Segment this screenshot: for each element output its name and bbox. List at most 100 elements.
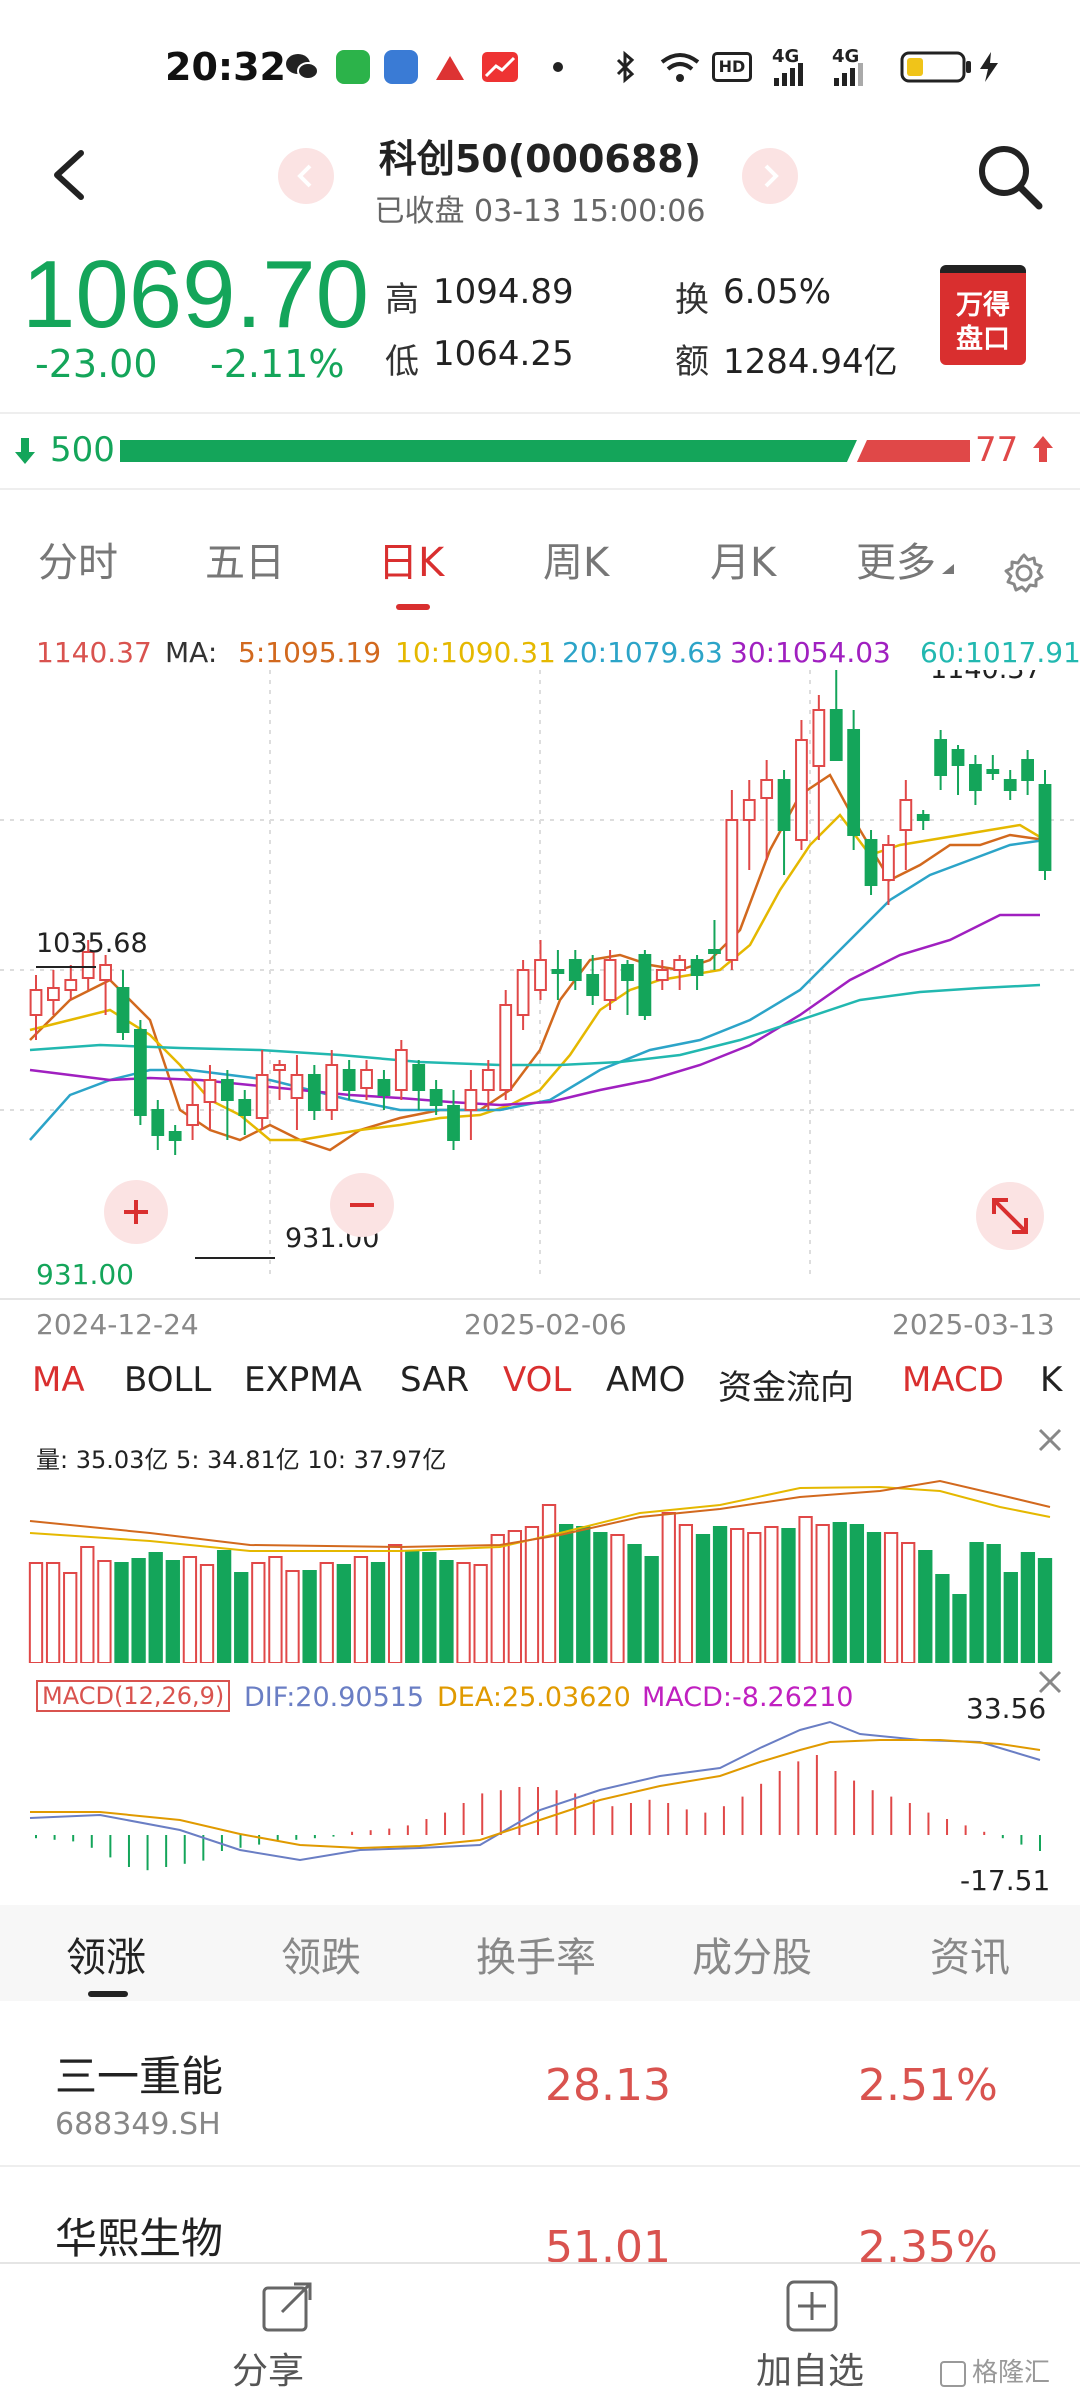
candle-body [812, 709, 826, 767]
ind-expma[interactable]: EXPMA [244, 1360, 362, 1400]
ma5-line [29, 773, 1046, 1152]
candle-body [586, 974, 600, 996]
candle-body [986, 769, 1000, 774]
volume-bar [866, 1532, 882, 1663]
ind-k[interactable]: K [1040, 1360, 1063, 1400]
turnover-value: 6.05% [723, 272, 832, 312]
watermark-logo-icon [940, 2360, 966, 2387]
volume-bar [1003, 1572, 1018, 1663]
candle-body [534, 959, 547, 991]
back-arrow-icon[interactable] [45, 147, 95, 203]
volume-bar [627, 1544, 642, 1663]
zoom-in-button[interactable] [104, 1180, 168, 1244]
ind-amo[interactable]: AMO [606, 1360, 686, 1400]
volume-bar [952, 1594, 967, 1663]
volume-bar [353, 1556, 369, 1663]
macd-bottom-label: -17.51 [960, 1864, 1051, 1897]
candle-body [255, 1074, 269, 1119]
volume-bar [901, 1542, 916, 1663]
volume-bar [1020, 1552, 1036, 1663]
candle-body [481, 1069, 495, 1091]
tab-weekly-k[interactable]: 周K [543, 540, 610, 586]
ma-legend-label: MA: [165, 636, 218, 669]
advancers-bar [856, 440, 970, 462]
ind-sar[interactable]: SAR [400, 1360, 470, 1400]
tab-five-day[interactable]: 五日 [205, 540, 285, 586]
signal-4g-icon [774, 63, 803, 86]
tab-more[interactable]: 更多 [856, 530, 956, 588]
kline-chart[interactable]: 1140.37 1035.68 931.00 [0, 670, 1080, 1280]
tab-constituents[interactable]: 成分股 [692, 1935, 812, 1981]
ind-macd[interactable]: MACD [902, 1360, 1004, 1400]
up-arrow-icon [1033, 436, 1053, 462]
volume-bar [182, 1556, 198, 1663]
volume-bars [28, 1504, 1053, 1663]
add-watchlist-button[interactable]: 加自选 [748, 2264, 878, 2394]
badge-line1: 万得 [956, 290, 1010, 321]
advance-decline-bar: 500 77 [0, 412, 1080, 490]
candle-body [29, 989, 43, 1016]
tab-daily-k[interactable]: 日K [378, 540, 445, 586]
candle-body [1038, 784, 1052, 871]
tab-top-losers[interactable]: 领跌 [281, 1935, 361, 1981]
volume-bar [251, 1562, 266, 1663]
candlesticks [29, 670, 1052, 1155]
candle-body [1003, 779, 1017, 791]
volume-bar [832, 1522, 847, 1663]
amount-value: 1284.94亿 [723, 342, 898, 382]
share-button[interactable]: 分享 [230, 2264, 350, 2394]
wifi-icon [660, 53, 700, 82]
tab-intraday[interactable]: 分时 [38, 540, 118, 586]
stock-code: 688349.SH [55, 2107, 221, 2142]
tab-top-gainers[interactable]: 领涨 [66, 1935, 146, 1981]
ind-fund-flow[interactable]: 资金流向 [718, 1368, 854, 1408]
candle-body [464, 1089, 478, 1111]
wechat-icon [286, 54, 319, 80]
turnover-label: 换 [675, 280, 709, 320]
search-icon[interactable] [975, 142, 1045, 212]
volume-bar [935, 1574, 950, 1663]
candle-body [882, 844, 895, 881]
candle-body [81, 951, 95, 979]
close-macd-icon[interactable] [1036, 1668, 1064, 1696]
breadth-ratio-bar [120, 440, 970, 462]
candle-body [568, 959, 582, 981]
volume-bar [456, 1562, 471, 1663]
tab-turnover-rate[interactable]: 换手率 [476, 1935, 596, 1981]
candle-body [551, 969, 565, 974]
tab-monthly-k[interactable]: 月K [710, 540, 777, 586]
wind-orderbook-button[interactable]: 万得 盘口 [940, 265, 1026, 365]
candle-body [99, 964, 112, 981]
list-item[interactable]: 三一重能 688349.SH 28.13 2.51% [0, 2005, 1080, 2167]
volume-bar [798, 1516, 813, 1663]
candle-body [934, 739, 948, 776]
ind-boll[interactable]: BOLL [124, 1360, 212, 1400]
volume-bar [1037, 1558, 1053, 1663]
candle-body [638, 954, 652, 1016]
ind-ma[interactable]: MA [32, 1360, 85, 1400]
status-bar: 20:32 HD 4G 4G [0, 0, 1080, 130]
volume-bar [405, 1550, 420, 1663]
add-icon [786, 2280, 838, 2332]
candle-body [690, 959, 704, 976]
next-index-button[interactable] [742, 148, 798, 204]
ind-vol[interactable]: VOL [503, 1360, 572, 1400]
gear-icon[interactable] [1003, 552, 1045, 594]
prev-index-button[interactable] [278, 148, 334, 204]
expand-icon [992, 1198, 1028, 1234]
fullscreen-button[interactable] [976, 1182, 1044, 1250]
tab-news[interactable]: 资讯 [930, 1935, 1010, 1981]
candle-body [603, 959, 617, 1001]
candle-body [777, 779, 791, 831]
app-icon [336, 50, 370, 84]
stock-name: 三一重能 [55, 2052, 224, 2101]
constituent-tabs: 领涨 领跌 换手率 成分股 资讯 [0, 1905, 1080, 2001]
dif-line [29, 1720, 1041, 1862]
signal-4g-label: 4G [772, 46, 800, 67]
close-volume-icon[interactable] [1036, 1426, 1064, 1454]
volume-bar [45, 1562, 61, 1663]
zoom-out-button[interactable] [330, 1173, 394, 1237]
macd-title[interactable]: MACD(12,26,9) [36, 1680, 231, 1712]
macd-value: MACD:-8.26210 [642, 1682, 854, 1713]
hd-icon: HD [712, 52, 752, 82]
